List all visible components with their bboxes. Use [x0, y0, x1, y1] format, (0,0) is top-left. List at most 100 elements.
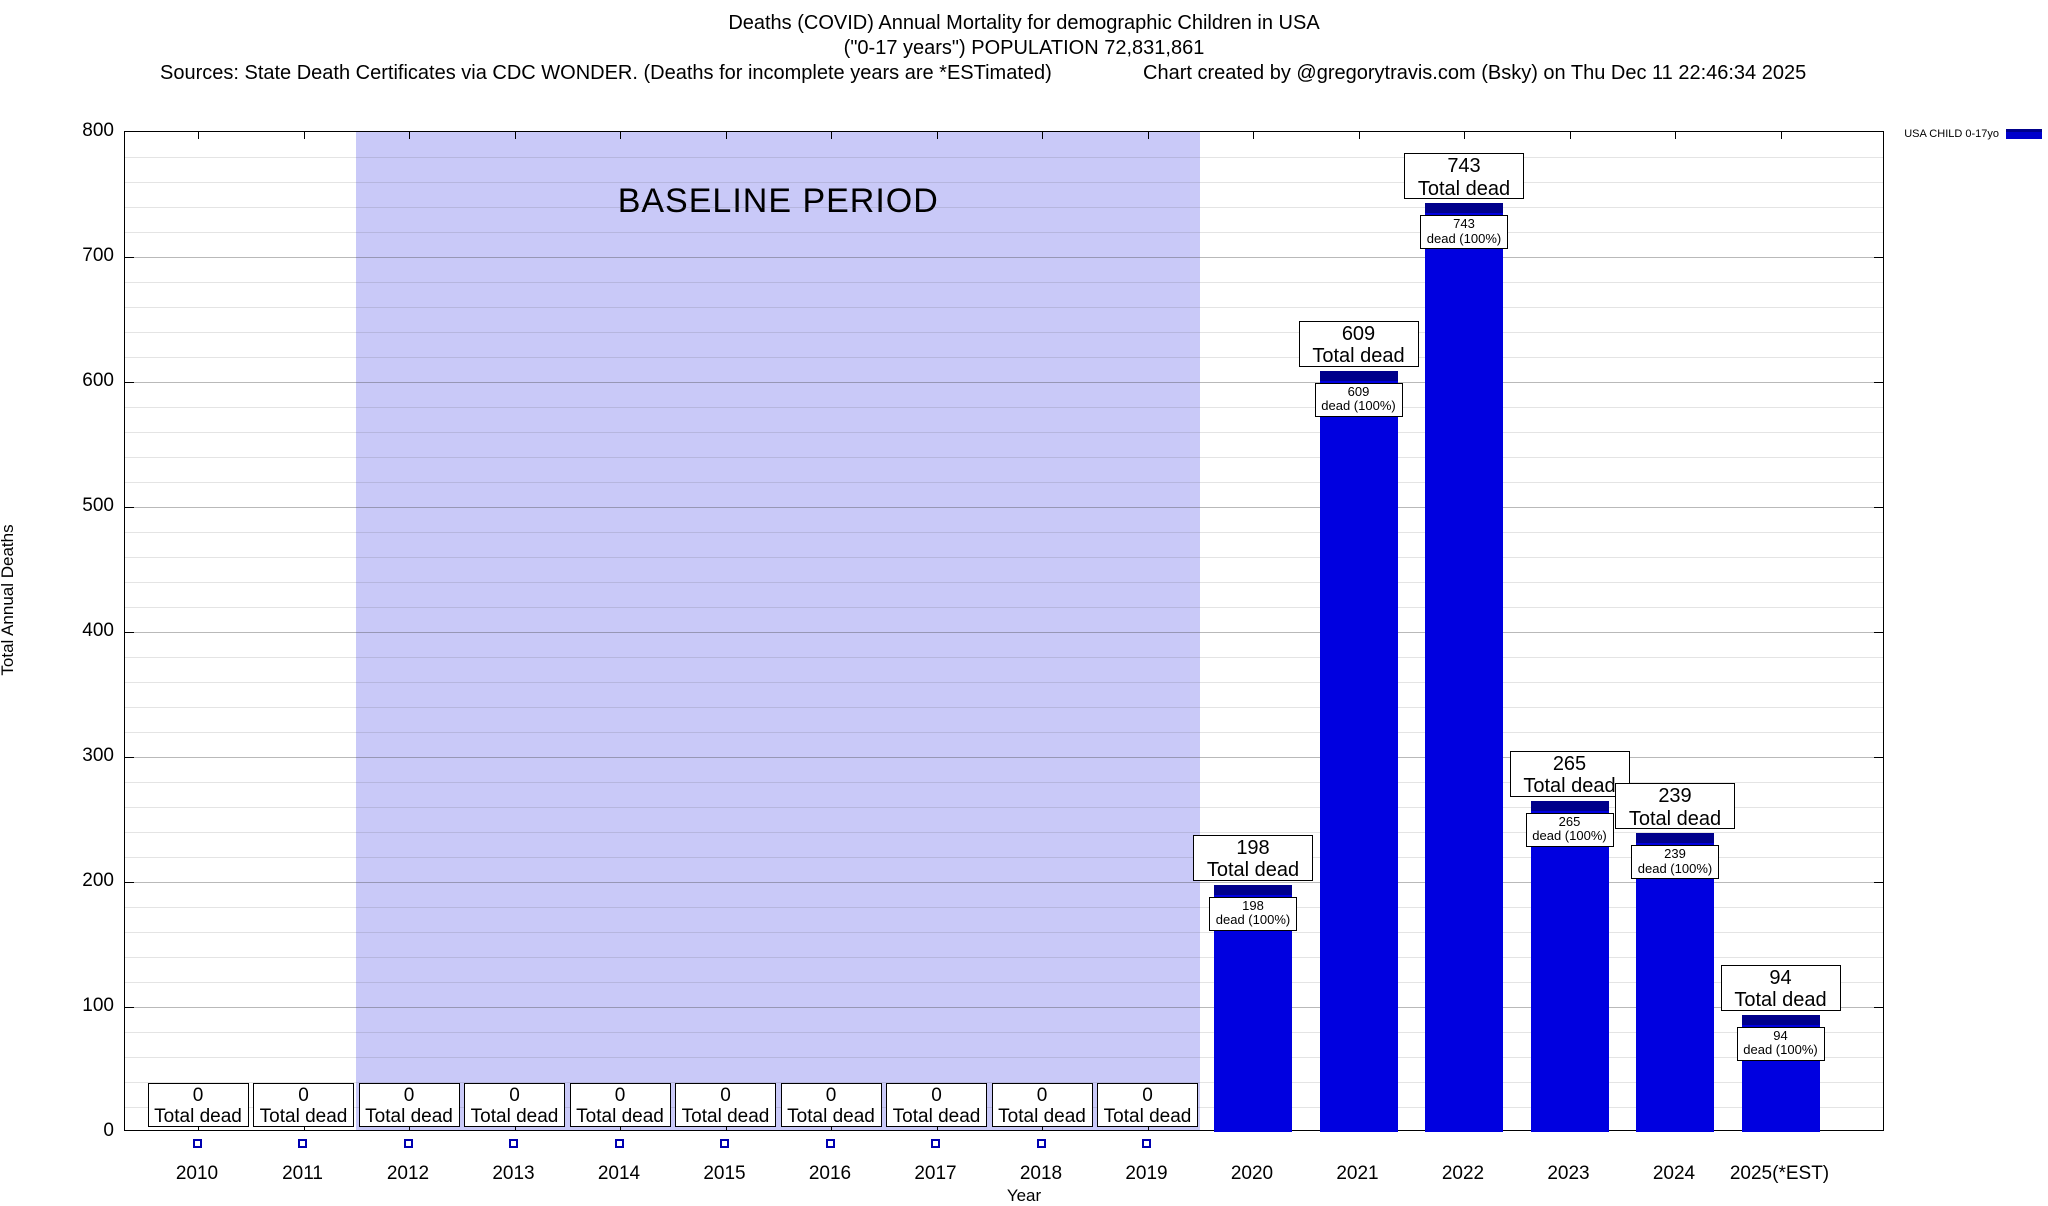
bar-inner-caption: dead (100%): [1321, 398, 1396, 414]
bar-total-caption: Total dead: [1417, 177, 1511, 200]
bar-inner-caption: dead (100%): [1426, 230, 1502, 246]
zero-caption: Total dead: [365, 1106, 453, 1128]
zero-marker-2010: [192, 1139, 202, 1148]
xtick-top: [1147, 132, 1149, 139]
bar-inner-caption: dead (100%): [1637, 860, 1713, 876]
xtick-label-2021: 2021: [1336, 1163, 1379, 1184]
zero-value: 0: [192, 1085, 204, 1106]
zero-value: 0: [614, 1085, 626, 1106]
bar-inner-value: 743: [1453, 216, 1475, 232]
bar-inner-value: 239: [1664, 846, 1686, 862]
zero-caption: Total dead: [1103, 1106, 1192, 1128]
xtick-top: [303, 132, 305, 139]
bar-total-value: 198: [1236, 836, 1270, 859]
bar-total-value: 743: [1447, 155, 1481, 178]
ytick-label-200: 200: [82, 870, 114, 891]
bar-inner-value: 94: [1773, 1027, 1788, 1043]
xtick-label-2014: 2014: [597, 1163, 641, 1184]
xtick-label-2020: 2020: [1230, 1163, 1274, 1184]
xtick-label-2024: 2024: [1652, 1163, 1696, 1184]
zero-caption: Total dead: [470, 1106, 559, 1128]
zero-marker-2016: [825, 1139, 835, 1148]
zero-marker-2012: [403, 1139, 413, 1148]
zero-total-dead-label: 0 Total dead: [569, 1083, 671, 1127]
ytick-right: [1874, 382, 1883, 383]
zero-value: 0: [1036, 1085, 1048, 1106]
ytick-right: [1874, 757, 1883, 758]
bar-cap-2024: [1636, 833, 1714, 844]
zero-caption: Total dead: [787, 1106, 875, 1128]
plot-area: BASELINE PERIOD 0 Total dead 0 Total dead 0 To…: [124, 131, 1884, 1132]
zero-caption: Total dead: [154, 1106, 242, 1128]
zero-value: 0: [720, 1085, 731, 1106]
zero-value: 0: [825, 1085, 837, 1106]
bar-2023: [1530, 800, 1609, 1132]
xtick-top: [725, 132, 727, 139]
zero-value: 0: [1142, 1085, 1153, 1106]
zero-caption: Total dead: [259, 1106, 348, 1128]
baseline-period-label: BASELINE PERIOD: [617, 182, 939, 220]
zero-total-dead-label: 0 Total dead: [675, 1083, 776, 1127]
ytick-label-600: 600: [82, 370, 114, 391]
x-axis-label: Year: [1006, 1186, 1042, 1205]
bar-cap-2025(*EST): [1741, 1014, 1820, 1025]
bar-inner-caption: dead (100%): [1215, 912, 1291, 928]
bar-total-caption: Total dead: [1523, 775, 1616, 798]
xtick-top: [1253, 132, 1254, 139]
zero-total-dead-label: 0 Total dead: [253, 1083, 354, 1127]
zero-total-dead-label: 0 Total dead: [358, 1083, 460, 1128]
zero-value: 0: [298, 1085, 309, 1106]
zero-marker-2017: [931, 1139, 940, 1148]
zero-value: 0: [403, 1085, 415, 1106]
ytick-right: [1874, 632, 1883, 633]
bar-total-caption: Total dead: [1628, 807, 1722, 830]
ytick-label-400: 400: [82, 620, 114, 641]
ytick-right: [1874, 1007, 1883, 1008]
legend: USA CHILD 0-17yo: [1890, 128, 2042, 140]
zero-total-dead-label: 0 Total dead: [147, 1083, 249, 1128]
bar-total-value: 609: [1341, 322, 1376, 345]
ytick-left: [125, 757, 134, 758]
ytick-left: [125, 507, 134, 508]
bar-inner-value: 265: [1558, 813, 1581, 829]
bar-total-dead-label: 743 Total dead: [1404, 153, 1524, 200]
zero-marker-2013: [509, 1139, 518, 1148]
bar-2024: [1636, 833, 1714, 1132]
xtick-label-2017: 2017: [914, 1163, 957, 1184]
xtick-top: [1358, 132, 1360, 139]
zero-marker-2019: [1142, 1139, 1151, 1148]
chart-credit-note: Chart created by @gregorytravis.com (Bsk…: [1143, 62, 1807, 84]
ytick-right: [1874, 257, 1883, 258]
y-axis-label: Total Annual Deaths: [0, 524, 17, 676]
bar-cap-2020: [1214, 884, 1292, 895]
zero-total-dead-label: 0 Total dead: [464, 1083, 565, 1127]
ytick-label-700: 700: [82, 245, 114, 266]
baseline-period-region: [356, 132, 1201, 1130]
xtick-label-2023: 2023: [1547, 1163, 1590, 1184]
xtick-top: [1569, 132, 1571, 139]
bar-total-value: 94: [1769, 966, 1792, 989]
legend-series-label: USA CHILD 0-17yo: [1904, 128, 1999, 140]
bar-cap-2023: [1530, 800, 1609, 811]
bar-cap-2021: [1319, 370, 1398, 381]
ytick-left: [125, 382, 134, 383]
bar-total-dead-label: 198 Total dead: [1193, 834, 1313, 881]
zero-value: 0: [931, 1085, 942, 1106]
xtick-top: [1780, 132, 1782, 139]
bar-inner-label: 609 dead (100%): [1314, 382, 1403, 417]
bar-inner-label: 198 dead (100%): [1209, 896, 1297, 931]
xtick-label-2016: 2016: [808, 1163, 852, 1184]
bar-inner-caption: dead (100%): [1532, 828, 1607, 844]
bar-total-dead-label: 265 Total dead: [1509, 750, 1630, 798]
bar-inner-value: 198: [1242, 897, 1264, 913]
xtick-top: [1675, 132, 1676, 139]
xtick-top: [620, 132, 621, 139]
xtick-label-2011: 2011: [282, 1163, 323, 1184]
xtick-top: [1042, 132, 1043, 139]
legend-color-swatch: [2006, 129, 2042, 139]
bar-2021: [1319, 370, 1398, 1132]
zero-marker-2018: [1036, 1139, 1046, 1148]
ytick-left: [125, 882, 134, 883]
bar-inner-label: 743 dead (100%): [1420, 215, 1508, 250]
zero-caption: Total dead: [998, 1106, 1086, 1128]
